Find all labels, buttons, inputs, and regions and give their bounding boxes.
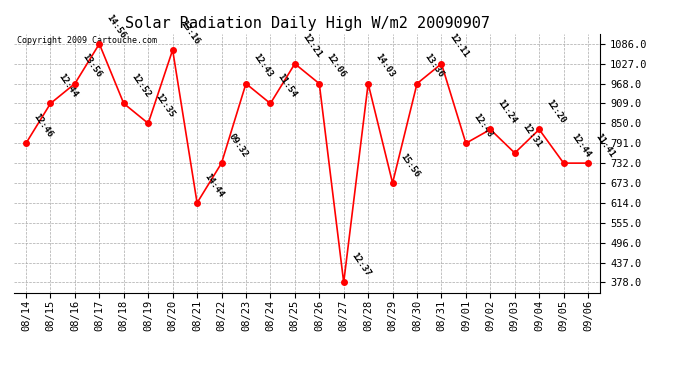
Text: 09:32: 09:32 xyxy=(227,132,250,159)
Text: 13:56: 13:56 xyxy=(81,52,104,80)
Point xyxy=(387,180,398,186)
Text: 14:03: 14:03 xyxy=(374,52,397,80)
Text: 12:06: 12:06 xyxy=(325,52,348,80)
Title: Solar Radiation Daily High W/m2 20090907: Solar Radiation Daily High W/m2 20090907 xyxy=(125,16,489,31)
Point xyxy=(118,100,129,106)
Text: 12:31: 12:31 xyxy=(520,122,543,149)
Point xyxy=(558,160,569,166)
Point xyxy=(216,160,227,166)
Text: 12:20: 12:20 xyxy=(545,98,568,125)
Text: 12:46: 12:46 xyxy=(32,112,55,139)
Text: 13:36: 13:36 xyxy=(422,52,445,80)
Text: 12:11: 12:11 xyxy=(447,32,470,60)
Text: 11:54: 11:54 xyxy=(276,72,299,99)
Point xyxy=(45,100,56,106)
Text: 12:43: 12:43 xyxy=(252,52,275,80)
Point xyxy=(338,279,349,285)
Text: 12:21: 12:21 xyxy=(300,32,323,60)
Text: 14:56: 14:56 xyxy=(105,12,128,40)
Point xyxy=(533,126,544,132)
Point xyxy=(192,200,203,206)
Point xyxy=(289,61,300,67)
Text: 12:37: 12:37 xyxy=(349,251,372,278)
Text: 12:35: 12:35 xyxy=(154,92,177,119)
Point xyxy=(363,81,374,87)
Point xyxy=(411,81,422,87)
Point xyxy=(582,160,593,166)
Point xyxy=(21,140,32,146)
Text: 12:52: 12:52 xyxy=(129,72,152,99)
Point xyxy=(167,47,178,53)
Point xyxy=(436,61,447,67)
Point xyxy=(509,150,520,156)
Point xyxy=(485,126,496,132)
Text: Copyright 2009 Cartouche.com: Copyright 2009 Cartouche.com xyxy=(17,36,157,45)
Point xyxy=(460,140,471,146)
Point xyxy=(70,81,81,87)
Text: 12:44: 12:44 xyxy=(569,132,592,159)
Text: 14:44: 14:44 xyxy=(203,171,226,199)
Text: 15:56: 15:56 xyxy=(398,152,421,179)
Text: 13:16: 13:16 xyxy=(178,19,201,46)
Text: 12:48: 12:48 xyxy=(471,112,494,139)
Point xyxy=(240,81,251,87)
Point xyxy=(265,100,276,106)
Point xyxy=(143,120,154,126)
Point xyxy=(94,41,105,47)
Text: 11:24: 11:24 xyxy=(496,98,519,125)
Text: 11:41: 11:41 xyxy=(593,132,616,159)
Point xyxy=(314,81,325,87)
Text: 12:44: 12:44 xyxy=(56,72,79,99)
